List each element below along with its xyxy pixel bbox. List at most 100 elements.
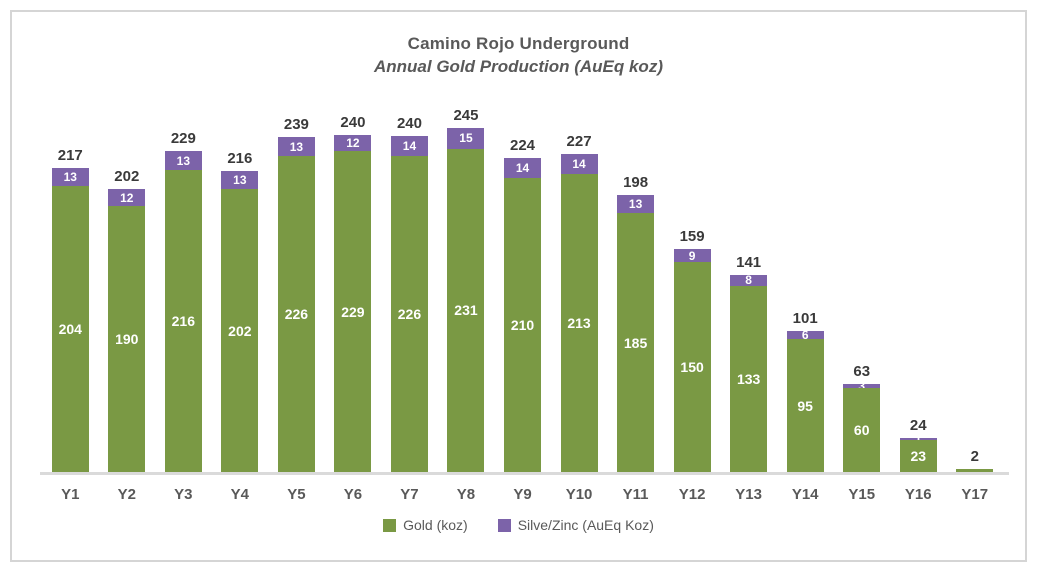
- bar-stack: 13 204: [51, 168, 89, 472]
- silver-segment: 13: [277, 137, 315, 156]
- x-axis-label-y2: Y2: [117, 486, 136, 503]
- gold-segment: 229: [334, 151, 372, 472]
- gold-value-label: 23: [910, 447, 927, 464]
- gold-value-label: 210: [510, 317, 535, 333]
- total-label: 224: [510, 137, 536, 155]
- bar-stack: 9 150: [673, 249, 711, 472]
- silver-value-label: 14: [572, 157, 586, 172]
- silver-segment: 14: [504, 158, 542, 178]
- total-label: 239: [283, 116, 309, 134]
- total-label: 141: [736, 253, 762, 271]
- x-axis-labels: Y1 Y2 Y3 Y4 Y5 Y6 Y7 Y8 Y9 Y10 Y11 Y12 Y13 Y14 Y15 Y16 Y…: [42, 486, 1003, 508]
- total-label: 101: [792, 309, 818, 327]
- x-axis-label-y8: Y8: [456, 486, 476, 503]
- gold-segment: 95: [786, 339, 824, 472]
- bar-stack: 14 210: [504, 158, 542, 472]
- bar-column-y16: 24123: [890, 105, 947, 472]
- gold-segment: [956, 469, 994, 472]
- silver-value-label: 8: [745, 273, 752, 288]
- silver-segment: 8: [730, 274, 768, 286]
- gold-value-label: 150: [680, 359, 704, 375]
- gold-value-label: 95: [797, 397, 813, 414]
- x-axis-label-y17: Y17: [961, 486, 989, 503]
- silver-value-label: 14: [515, 161, 530, 176]
- bar-column-y15: 63 3 60: [833, 105, 890, 472]
- total-label: 245: [453, 106, 479, 124]
- bar-stack: 123: [899, 433, 937, 472]
- bar-stack: [956, 469, 994, 472]
- silver-segment: 14: [560, 154, 598, 174]
- gold-segment: 204: [51, 186, 89, 472]
- gold-value-label: 190: [115, 331, 139, 347]
- gold-segment: 226: [277, 155, 315, 472]
- gold-segment: 150: [673, 262, 711, 472]
- bar-column-y14: 101 6 95: [777, 105, 834, 472]
- total-label: 216: [227, 150, 253, 168]
- x-axis-label-y14: Y14: [791, 486, 819, 503]
- silver-segment: 12: [334, 134, 372, 152]
- gold-segment: 216: [164, 169, 202, 472]
- total-label: 159: [679, 228, 705, 246]
- x-axis-label-y11: Y11: [622, 486, 649, 503]
- silver-legend-swatch: [497, 518, 511, 532]
- x-axis-label-y1: Y1: [61, 486, 80, 503]
- silver-value-label: 13: [289, 139, 304, 154]
- chart-title-block: Camino Rojo Underground Annual Gold Prod…: [12, 34, 1025, 77]
- total-label: 227: [566, 133, 592, 151]
- gold-value-label: 213: [567, 314, 591, 331]
- bar-stack: 13 185: [617, 194, 655, 472]
- gold-value-label: 185: [623, 334, 648, 351]
- gold-segment: 231: [447, 148, 485, 472]
- bar-stack: 6 95: [786, 329, 824, 472]
- silver-value-label: 15: [459, 131, 473, 146]
- bar-stack: 14 213: [560, 154, 598, 472]
- silver-segment: 13: [221, 171, 259, 190]
- bar-stack: 14 226: [390, 136, 428, 472]
- bar-column-y11: 198 13 185: [607, 105, 664, 472]
- gold-segment: 202: [221, 189, 259, 472]
- total-label: 24: [909, 417, 927, 435]
- total-label: 202: [114, 168, 140, 186]
- legend-item-gold: Gold (koz): [383, 517, 468, 533]
- silver-segment: 9: [673, 249, 711, 262]
- gold-value-label: 133: [736, 370, 761, 387]
- bar-stack: 12 190: [108, 189, 146, 472]
- silver-segment: 6: [786, 329, 824, 341]
- total-label: 63: [853, 362, 871, 380]
- gold-value-label: 226: [397, 305, 422, 322]
- bar-stack: 13 202: [221, 171, 259, 472]
- total-label: 217: [57, 147, 83, 165]
- total-label: 229: [170, 130, 196, 148]
- silver-segment: 13: [51, 168, 89, 187]
- gold-segment: 60: [843, 388, 881, 472]
- gold-legend-label: Gold (koz): [403, 517, 468, 533]
- silver-value-label: 13: [63, 170, 77, 185]
- gold-segment: 185: [617, 213, 655, 472]
- bar-column-y10: 227 14 213: [551, 105, 608, 472]
- total-label: 240: [340, 113, 366, 131]
- silver-value-label: 13: [233, 173, 247, 188]
- gold-segment: 213: [560, 173, 598, 472]
- total-label: 198: [623, 173, 649, 191]
- gold-value-label: 60: [853, 422, 870, 438]
- gold-legend-swatch: [383, 518, 397, 532]
- gold-value-label: 229: [341, 303, 365, 320]
- x-axis-line: [40, 472, 1009, 475]
- gold-segment: 133: [730, 285, 768, 472]
- bar-stack: 8 133: [730, 274, 768, 472]
- bar-stack: 13 216: [164, 151, 202, 472]
- x-axis-label-y3: Y3: [174, 486, 193, 503]
- total-label: 240: [396, 115, 422, 133]
- legend-item-silver: Silve/Zinc (AuEq Koz): [497, 517, 654, 533]
- x-axis-label-y5: Y5: [287, 486, 306, 503]
- bar-column-y6: 240 12 229: [325, 105, 382, 472]
- bar-column-y5: 239 13 226: [268, 105, 325, 472]
- gold-value-label: 226: [284, 305, 309, 322]
- silver-segment: 15: [447, 127, 485, 149]
- silver-segment: 14: [390, 136, 428, 156]
- silver-value-label: 12: [346, 136, 360, 150]
- x-axis-label-y13: Y13: [735, 486, 762, 503]
- x-axis-label-y9: Y9: [513, 486, 532, 503]
- gold-segment: 23: [899, 439, 937, 472]
- x-axis-label-y10: Y10: [565, 486, 593, 503]
